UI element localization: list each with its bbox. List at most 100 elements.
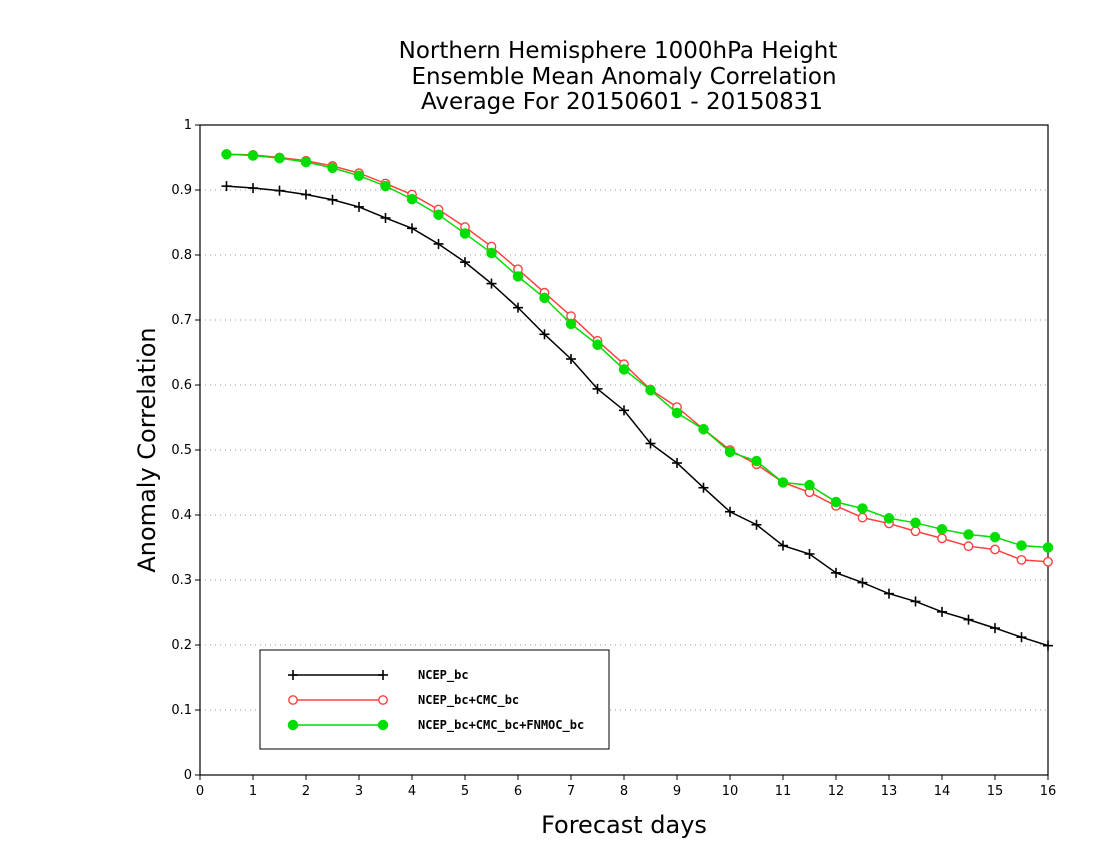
y-tick-label: 0.9 — [171, 183, 192, 198]
series-1 — [221, 181, 1053, 651]
title-line-3: Average For 20150601 - 20150831 — [421, 89, 823, 115]
data-point — [618, 364, 630, 375]
data-point — [884, 588, 894, 599]
data-point — [936, 524, 948, 535]
data-point — [539, 292, 550, 304]
data-point — [778, 540, 788, 551]
data-point — [645, 438, 656, 449]
data-point — [698, 482, 709, 493]
data-point — [724, 446, 736, 458]
data-point — [301, 189, 311, 200]
series-2 — [221, 149, 1053, 567]
data-point — [1042, 542, 1054, 553]
data-point — [990, 623, 1000, 634]
legend-entry: NCEP_bc+CMC_bc+FNMOC_bc — [287, 718, 584, 733]
legend-marker — [288, 695, 298, 705]
data-point — [274, 152, 285, 164]
x-tick-label: 12 — [828, 784, 845, 799]
data-point — [1016, 632, 1027, 643]
data-point — [380, 212, 391, 223]
data-point — [725, 506, 735, 517]
x-tick-label: 6 — [514, 784, 522, 799]
x-tick-label: 15 — [987, 784, 1004, 799]
x-tick-label: 2 — [302, 784, 310, 799]
title-line-1: Northern Hemisphere 1000hPa Height — [399, 38, 838, 64]
x-axis-label: Forecast days — [541, 811, 707, 839]
data-point — [513, 302, 523, 313]
data-point — [353, 170, 365, 181]
data-point — [486, 278, 497, 289]
data-point — [619, 405, 629, 416]
data-point — [459, 228, 471, 239]
data-point — [248, 183, 258, 194]
data-point — [672, 458, 682, 468]
series-layer — [221, 149, 1054, 651]
data-point — [1043, 556, 1053, 567]
x-tick-label: 5 — [461, 784, 469, 799]
legend: NCEP_bc NCEP_bc+CMC_bc NCEP_bc+CMC_bc+FNMO… — [259, 649, 610, 750]
data-point — [274, 185, 285, 196]
y-tick-label: 0.7 — [171, 313, 192, 328]
data-point — [247, 150, 259, 161]
data-point — [327, 162, 338, 174]
x-tick-label: 16 — [1040, 784, 1057, 799]
legend-marker — [288, 670, 298, 680]
y-tick-label: 0.1 — [171, 703, 192, 718]
y-tick-label: 1 — [184, 118, 192, 133]
x-tick-label: 7 — [567, 784, 575, 799]
legend-label: NCEP_bc — [418, 668, 469, 683]
legend-label: NCEP_bc+CMC_bc+FNMOC_bc — [418, 718, 584, 733]
data-point — [910, 526, 921, 537]
data-point — [857, 503, 868, 514]
chart-title: Northern Hemisphere 1000hPa Height Ensem… — [399, 38, 838, 115]
y-axis-label: Anomaly Correlation — [133, 327, 161, 572]
data-point — [830, 496, 842, 508]
data-point — [777, 477, 789, 488]
y-tick-label: 0.8 — [171, 248, 192, 263]
data-point — [963, 614, 974, 625]
y-tick-label: 0.6 — [171, 378, 192, 393]
x-tick-label: 4 — [408, 784, 416, 799]
data-point — [433, 209, 444, 220]
data-point — [539, 329, 550, 340]
data-point — [937, 533, 947, 544]
data-point — [565, 318, 577, 330]
x-tick-label: 10 — [722, 784, 739, 799]
data-point — [910, 596, 921, 607]
data-point — [407, 223, 417, 234]
data-point — [751, 519, 762, 530]
data-point — [460, 257, 470, 268]
data-point — [512, 271, 524, 282]
data-point — [1043, 640, 1053, 651]
y-tick-label: 0.5 — [171, 443, 192, 458]
y-tick-label: 0 — [184, 768, 192, 783]
axis-ticks: 00.10.20.30.40.50.60.70.80.910 1 2 3 4 5 6 7 8 9 1… — [171, 118, 1056, 799]
data-point — [857, 512, 868, 523]
data-point — [910, 517, 921, 529]
data-point — [221, 181, 232, 192]
data-point — [592, 339, 603, 350]
legend-entry: NCEP_bc+CMC_bc — [288, 693, 519, 708]
data-point — [751, 455, 762, 467]
x-tick-label: 13 — [881, 784, 898, 799]
legend-marker — [378, 695, 388, 705]
data-point — [989, 531, 1001, 543]
x-tick-label: 11 — [775, 784, 792, 799]
data-point — [883, 513, 895, 524]
data-point — [566, 354, 576, 364]
x-tick-label: 3 — [355, 784, 363, 799]
x-tick-label: 1 — [249, 784, 257, 799]
x-tick-label: 8 — [620, 784, 628, 799]
legend-label: NCEP_bc+CMC_bc — [418, 693, 519, 708]
data-point — [937, 606, 947, 617]
x-tick-label: 14 — [934, 784, 951, 799]
data-point — [804, 479, 815, 491]
y-tick-label: 0.3 — [171, 573, 192, 588]
grid-lines — [200, 189, 1048, 711]
data-point — [433, 238, 444, 249]
legend-marker — [287, 719, 299, 731]
y-tick-label: 0.2 — [171, 638, 192, 653]
data-point — [671, 407, 683, 419]
data-point — [300, 156, 312, 168]
